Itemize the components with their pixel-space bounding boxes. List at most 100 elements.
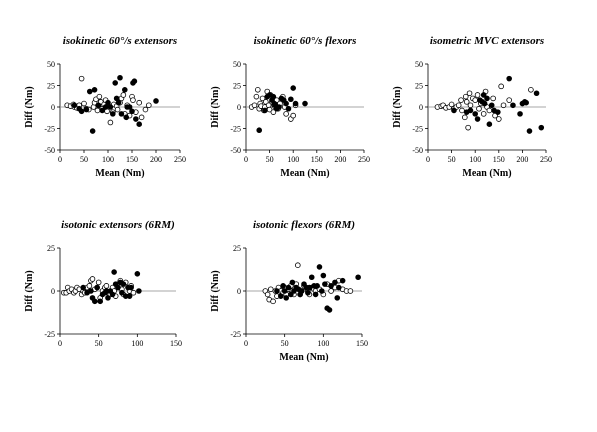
x-axis-label: Mean (Nm) <box>280 168 329 179</box>
data-point-open <box>136 99 143 106</box>
data-point-open <box>142 106 149 113</box>
data-point-filled <box>129 108 135 115</box>
data-point-filled <box>126 293 133 299</box>
data-point-filled <box>290 85 297 91</box>
data-point-filled <box>283 295 290 301</box>
data-point-filled <box>280 283 286 289</box>
data-point-filled <box>110 111 116 117</box>
data-point-filled <box>80 284 86 291</box>
data-point-open <box>81 100 87 107</box>
data-point-open <box>462 114 468 121</box>
data-point-filled <box>314 283 320 289</box>
y-tick-label: 25 <box>415 82 423 91</box>
data-point-open <box>462 93 469 100</box>
data-point-filled <box>526 128 533 134</box>
data-point-filled <box>94 284 100 291</box>
data-point-filled <box>320 272 327 279</box>
data-point-open <box>270 298 276 305</box>
data-point-filled <box>481 100 488 107</box>
data-point-open <box>120 92 127 98</box>
x-tick-label: 150 <box>493 155 505 164</box>
data-point-open <box>107 119 114 126</box>
data-point-filled <box>118 111 125 117</box>
data-point-filled <box>495 109 501 115</box>
x-tick-label: 150 <box>356 339 368 348</box>
data-point-filled <box>474 116 481 122</box>
y-tick-label: -25 <box>412 125 423 134</box>
data-point-open <box>290 112 297 119</box>
data-point-open <box>95 279 102 286</box>
data-point-filled <box>334 295 341 301</box>
x-tick-label: 100 <box>131 339 143 348</box>
data-point-filled <box>283 100 289 107</box>
data-point-filled <box>133 116 139 122</box>
data-point-filled <box>277 293 284 299</box>
data-point-filled <box>480 92 487 98</box>
y-tick-label: 0 <box>51 103 55 112</box>
data-point-filled <box>136 288 142 294</box>
y-tick-label: -25 <box>230 125 241 134</box>
data-point-open <box>490 95 496 102</box>
data-point-filled <box>488 102 495 109</box>
y-tick-label: 0 <box>419 103 423 112</box>
data-point-filled <box>510 102 516 109</box>
data-point-filled <box>115 284 121 291</box>
y-axis-label: Diff (Nm) <box>24 86 35 127</box>
data-point-open <box>465 124 471 131</box>
data-point-open <box>463 99 470 105</box>
data-point-filled <box>318 288 325 294</box>
data-point-filled <box>86 88 93 95</box>
data-point-filled <box>472 111 479 117</box>
x-tick-label: 50 <box>281 339 289 348</box>
data-point-filled <box>97 298 104 305</box>
data-point-filled <box>292 100 299 107</box>
data-point-filled <box>105 295 111 301</box>
y-tick-label: 50 <box>233 60 241 69</box>
data-point-open <box>130 97 136 103</box>
data-point-filled <box>298 288 305 294</box>
data-point-open <box>295 262 301 269</box>
data-point-filled <box>308 274 315 281</box>
data-point-filled <box>78 108 85 115</box>
data-point-filled <box>89 128 96 134</box>
y-tick-label: 50 <box>47 60 55 69</box>
data-point-filled <box>328 283 334 289</box>
data-point-open <box>472 97 479 103</box>
data-point-open <box>253 93 260 100</box>
data-point-open <box>78 75 85 82</box>
x-tick-label: 50 <box>80 155 88 164</box>
data-point-filled <box>95 102 102 109</box>
x-tick-label: 150 <box>311 155 323 164</box>
chart-title: isotonic flexors (6RM) <box>253 219 355 231</box>
x-axis-label: Mean (Nm) <box>279 352 328 363</box>
data-point-open <box>251 102 258 109</box>
data-point-filled <box>486 121 493 127</box>
x-axis-label: Mean (Nm) <box>95 168 144 179</box>
y-tick-label: -25 <box>230 330 241 339</box>
data-point-open <box>254 87 261 93</box>
data-point-filled <box>136 121 143 127</box>
x-tick-label: 250 <box>174 155 186 164</box>
data-point-filled <box>111 269 117 275</box>
data-point-filled <box>122 87 128 93</box>
data-point-open <box>448 101 455 108</box>
data-point-open <box>146 102 152 109</box>
y-tick-label: -50 <box>230 146 241 155</box>
x-tick-label: 200 <box>516 155 528 164</box>
x-tick-label: 0 <box>244 155 248 164</box>
data-point-open <box>506 97 512 103</box>
data-point-filled <box>117 74 123 81</box>
data-point-filled <box>305 289 311 296</box>
data-point-open <box>259 95 266 102</box>
data-point-filled <box>262 107 268 114</box>
x-tick-label: 150 <box>170 339 182 348</box>
data-point-filled <box>533 90 540 97</box>
x-tick-label: 200 <box>150 155 162 164</box>
y-tick-label: -50 <box>44 146 55 155</box>
data-point-filled <box>288 291 294 298</box>
data-point-filled <box>153 98 159 104</box>
data-point-open <box>267 286 274 293</box>
data-point-filled <box>270 93 277 100</box>
data-point-filled <box>123 114 130 121</box>
